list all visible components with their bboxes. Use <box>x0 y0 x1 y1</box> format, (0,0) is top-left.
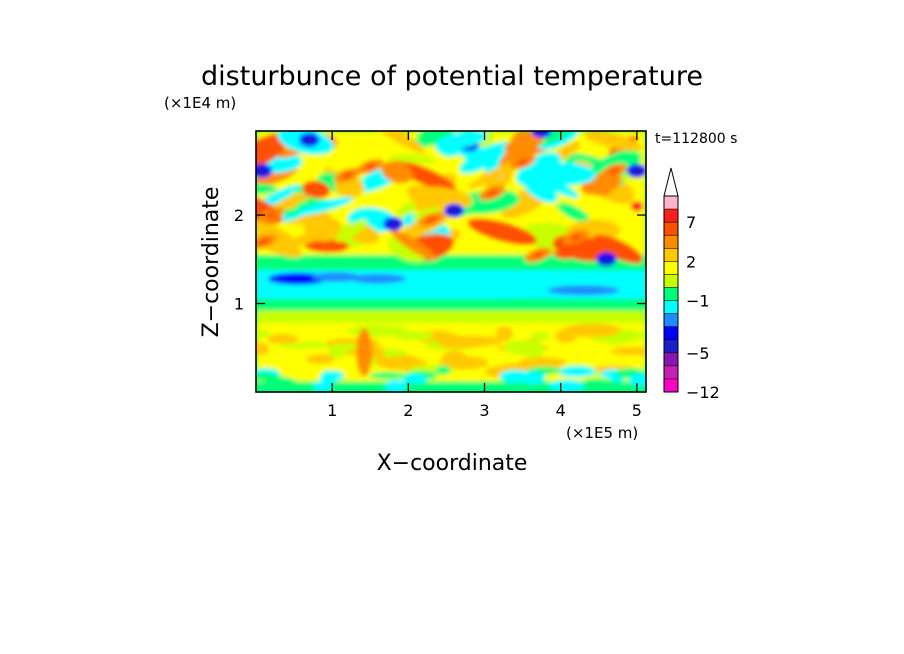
x-tick-label: 2 <box>403 401 413 420</box>
colorbar-swatch <box>664 261 678 275</box>
colorbar-label: −5 <box>686 344 710 363</box>
colorbar-swatch <box>664 326 678 340</box>
colorbar-label: 2 <box>686 252 696 271</box>
colorbar-swatch <box>664 339 678 353</box>
colorbar-swatch <box>664 365 678 379</box>
colorbar-swatch <box>664 378 678 392</box>
y-axis-label: Z−coordinate <box>199 187 224 338</box>
time-label: t=112800 s <box>655 131 737 147</box>
colorbar-swatch <box>664 274 678 288</box>
x-tick-label: 5 <box>632 401 642 420</box>
colorbar-swatch <box>664 313 678 327</box>
x-axis-label: X−coordinate <box>377 451 528 476</box>
x-axis-unit: (×1E5 m) <box>566 424 638 442</box>
x-tick-label: 1 <box>327 401 337 420</box>
colorbar-swatch <box>664 287 678 301</box>
plot-frame <box>255 130 647 393</box>
colorbar: −12−5−127 <box>663 167 720 402</box>
colorbar-label: −1 <box>686 292 710 311</box>
colorbar-swatch <box>664 352 678 366</box>
colorbar-swatch <box>664 222 678 236</box>
colorbar-swatch <box>664 235 678 249</box>
x-tick-label: 4 <box>556 401 566 420</box>
colorbar-swatch <box>664 209 678 223</box>
colorbar-extend-arrow <box>663 167 679 197</box>
x-axis-ticks: 1 2 3 4 5 <box>327 131 642 420</box>
colorbar-swatch <box>664 248 678 262</box>
chart-title: disturbunce of potential temperature <box>201 61 703 92</box>
y-tick-label: 1 <box>234 295 244 314</box>
colorbar-swatch <box>664 196 678 210</box>
colorbar-label: −12 <box>686 383 720 402</box>
colorbar-label: 7 <box>686 213 696 232</box>
y-axis-unit: (×1E4 m) <box>164 94 236 112</box>
y-axis-ticks: 12 <box>234 206 646 314</box>
y-tick-label: 2 <box>234 206 244 225</box>
colorbar-swatch <box>664 300 678 314</box>
x-tick-label: 3 <box>479 401 489 420</box>
contour-field <box>256 131 646 392</box>
